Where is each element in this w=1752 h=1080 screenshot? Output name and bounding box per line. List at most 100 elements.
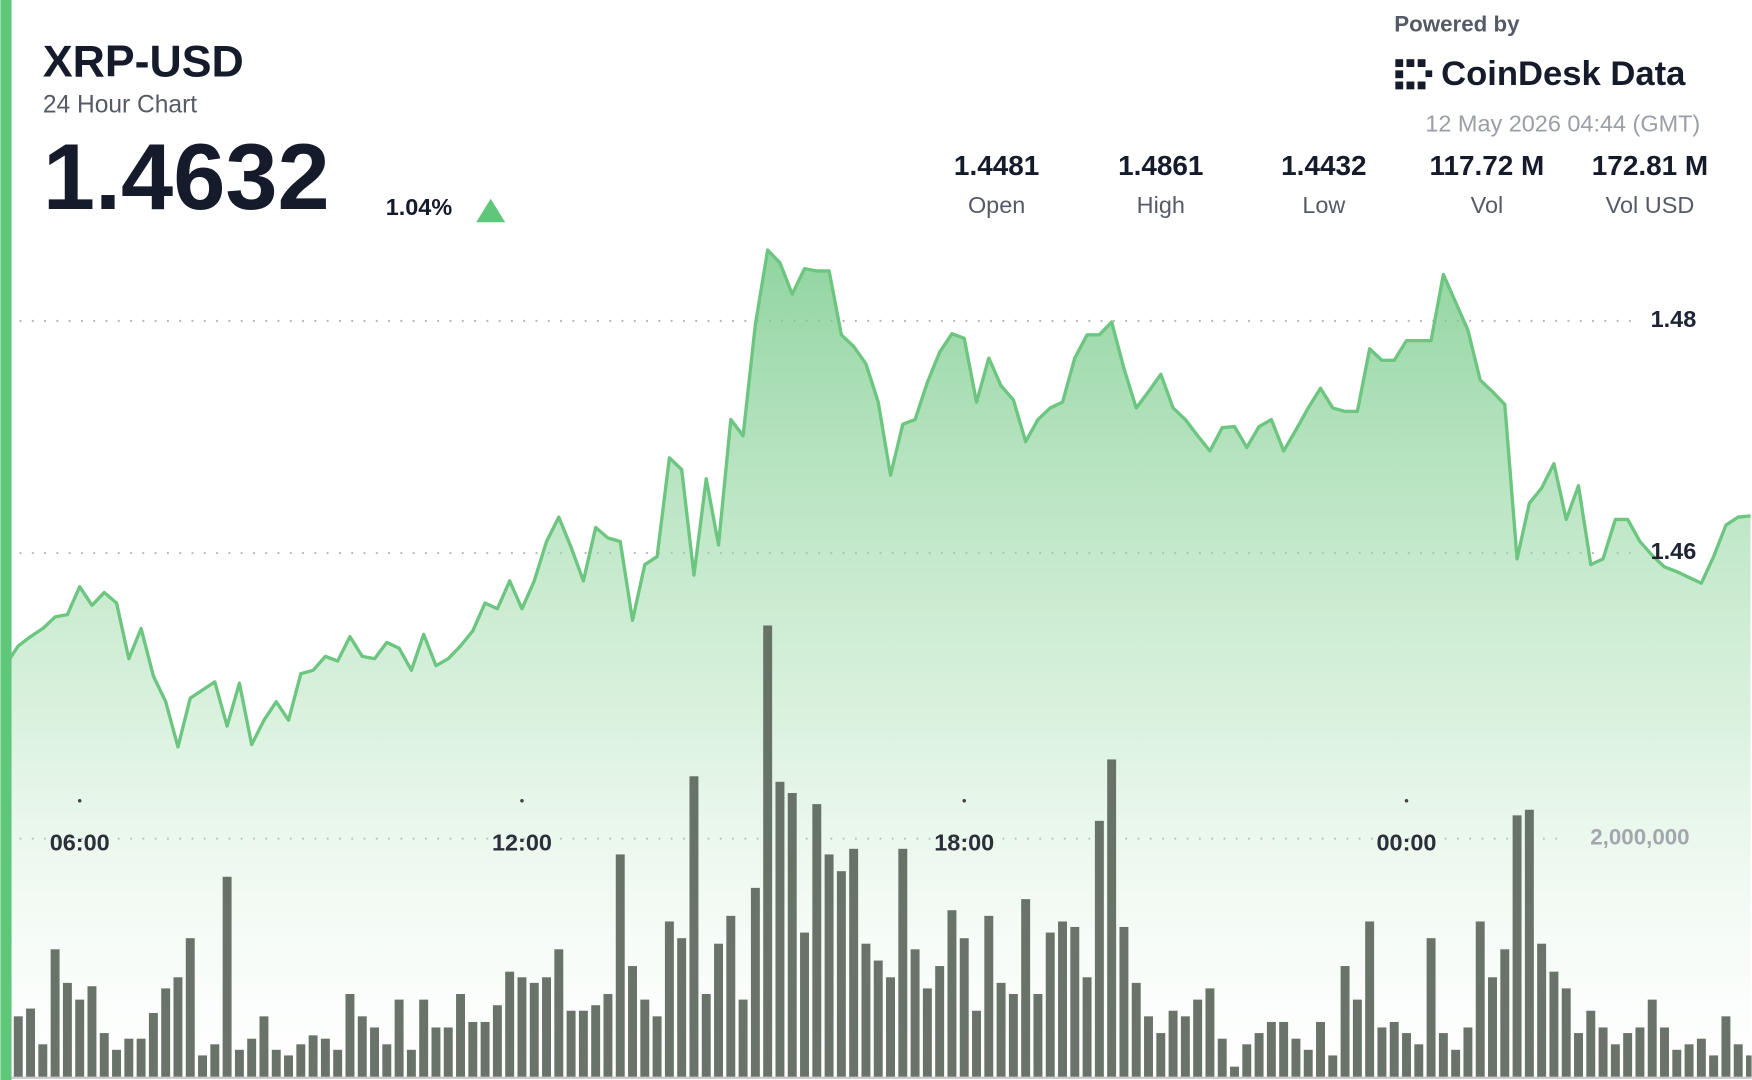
x-tick-label: 18:00 [934, 830, 994, 856]
volume-bar [75, 999, 85, 1078]
volume-bar [13, 1016, 23, 1078]
volume-bar [1623, 1033, 1633, 1078]
volume-bar [1549, 971, 1559, 1078]
volume-bar [664, 921, 674, 1078]
volume-bar [542, 977, 551, 1078]
volume-bar [1082, 977, 1092, 1078]
volume-bar [640, 999, 650, 1078]
volume-bar [1475, 921, 1485, 1078]
volume-bar [382, 1044, 392, 1078]
volume-bar [1365, 921, 1375, 1078]
x-tick-label: 06:00 [50, 830, 110, 856]
volume-bar [1107, 759, 1117, 1078]
volume-bar [935, 966, 945, 1078]
stat-value: 117.72 M [1430, 150, 1545, 181]
volume-bar [1500, 949, 1510, 1078]
volume-bar [578, 1010, 588, 1078]
volume-bar [394, 999, 404, 1078]
volume-bar [1561, 988, 1571, 1078]
volume-bar [1242, 1044, 1252, 1078]
volume-bar [886, 977, 895, 1078]
accent-bar [0, 0, 12, 1080]
volume-bar [1279, 1021, 1289, 1078]
stat-label: Vol USD [1606, 192, 1695, 218]
volume-bar [824, 854, 834, 1078]
volume-bar [1180, 1016, 1190, 1078]
brand: CoinDesk Data [1441, 55, 1686, 93]
volume-bar [517, 977, 527, 1078]
stat-label: Low [1302, 192, 1345, 218]
volume-bar [112, 1049, 122, 1078]
volume-bar [1574, 1033, 1583, 1078]
volume-bar [148, 1012, 158, 1078]
y2-tick-label: 2,000,000 [1590, 825, 1689, 850]
volume-bar [1598, 1027, 1608, 1078]
volume-bar [554, 949, 564, 1078]
volume-bar [1131, 982, 1141, 1078]
volume-bar [431, 1027, 441, 1078]
volume-bar [124, 1038, 134, 1078]
volume-bar [812, 804, 822, 1078]
volume-bar [1045, 932, 1055, 1078]
stat-label: Vol [1471, 192, 1504, 218]
volume-bar [922, 988, 932, 1078]
volume-bar [1008, 993, 1018, 1078]
x-tick-label: 12:00 [492, 830, 552, 856]
volume-bar [370, 1027, 379, 1078]
volume-bar [1266, 1021, 1276, 1078]
volume-bar [1414, 1044, 1424, 1078]
volume-bar [1340, 966, 1350, 1078]
volume-bar [259, 1016, 269, 1078]
subtitle: 24 Hour Chart [43, 92, 197, 119]
volume-bar [591, 1005, 601, 1078]
volume-bar [1684, 1044, 1694, 1078]
volume-bar [701, 993, 711, 1078]
volume-bar [972, 1010, 981, 1078]
x-tick-mark [962, 798, 967, 803]
volume-bar [222, 876, 232, 1078]
symbol: XRP-USD [43, 38, 244, 87]
volume-bar [1033, 993, 1043, 1078]
volume-bar [1205, 988, 1215, 1078]
volume-bar [750, 887, 760, 1078]
volume-bar [652, 1016, 662, 1078]
volume-bar [787, 793, 797, 1078]
volume-bar [308, 1035, 318, 1078]
y-tick-label: 1.48 [1651, 306, 1697, 332]
volume-bar [628, 966, 637, 1078]
stat-label: Open [968, 192, 1025, 218]
volume-bar [480, 1021, 490, 1078]
volume-bar [1303, 1049, 1313, 1078]
volume-bar [1660, 1027, 1669, 1078]
volume-bar [234, 1049, 244, 1078]
volume-bar [836, 871, 846, 1078]
volume-bar [99, 1033, 109, 1078]
stat-value: 1.4861 [1118, 150, 1203, 181]
volume-bar [959, 938, 969, 1078]
plot-area [11, 248, 1752, 1078]
volume-bar [1193, 999, 1203, 1078]
volume-bar [1524, 809, 1534, 1078]
volume-bar [603, 993, 613, 1078]
volume-bar [1537, 943, 1547, 1078]
y-tick-label: 1.46 [1651, 538, 1697, 564]
volume-bar [345, 993, 355, 1078]
volume-bar [873, 960, 883, 1078]
axis-labels: 1.46 1.48 2,000,000 06:00 12:00 18:00 00:00 [50, 306, 1697, 855]
volume-bar [1217, 1038, 1227, 1078]
stat-value: 1.4481 [954, 150, 1039, 181]
stat-value: 172.81 M [1592, 150, 1708, 181]
volume-bar [1586, 1010, 1596, 1078]
volume-bar [296, 1044, 306, 1078]
volume-bar [1119, 926, 1129, 1078]
brand-logo-icon [1395, 59, 1433, 90]
volume-bar [566, 1010, 576, 1078]
price-line [11, 248, 1751, 749]
volume-bar [763, 625, 773, 1078]
volume-bar [1721, 1016, 1731, 1078]
volume-bar [1610, 1044, 1620, 1078]
volume-bar [443, 1027, 453, 1078]
volume-bar [1156, 1033, 1166, 1078]
